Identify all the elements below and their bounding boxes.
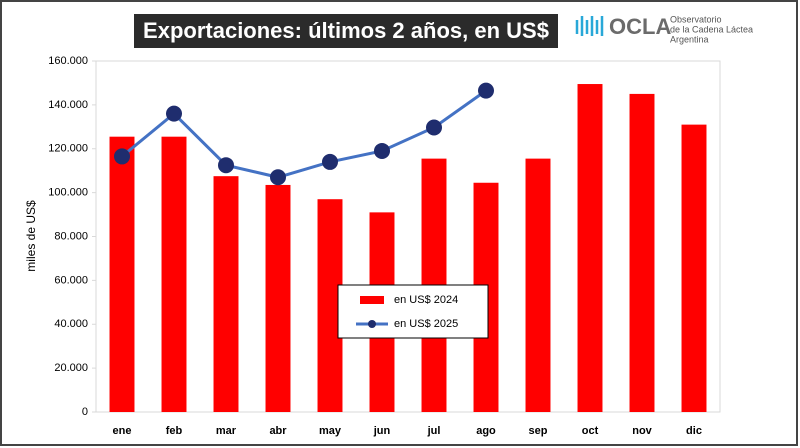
y-tick-label: 40.000 — [54, 318, 88, 330]
legend-swatch — [360, 296, 384, 304]
x-tick-label: feb — [166, 425, 183, 437]
x-tick-label: jun — [373, 425, 391, 437]
bar — [681, 124, 707, 413]
line-marker — [166, 105, 182, 122]
y-tick-label: 140.000 — [48, 99, 88, 111]
x-tick-label: ago — [476, 425, 496, 437]
bar — [629, 93, 655, 412]
x-tick-label: dic — [686, 425, 702, 437]
logo-line: Argentina — [670, 34, 709, 44]
legend-box — [337, 284, 489, 339]
y-tick-label: 120.000 — [48, 143, 88, 155]
line-marker — [270, 169, 286, 186]
bar — [161, 136, 187, 412]
bar — [577, 84, 603, 413]
logo-icon — [575, 16, 604, 36]
bar — [213, 176, 239, 412]
line-marker — [322, 153, 338, 170]
legend-swatch — [368, 320, 376, 328]
logo: OCLA Observatorio de la Cadena Láctea Ar… — [575, 14, 753, 44]
x-tick-label: ene — [113, 425, 132, 437]
x-tick-label: sep — [529, 425, 548, 437]
line-marker — [426, 119, 442, 136]
y-tick-label: 20.000 — [54, 362, 88, 374]
line — [121, 89, 487, 179]
logo-line: de la Cadena Láctea — [670, 24, 753, 34]
line-marker — [478, 82, 494, 99]
line-marker — [114, 148, 130, 165]
bar — [109, 136, 135, 412]
logo-name: OCLA — [609, 14, 671, 39]
legend: en US$ 2024 en US$ 2025 — [337, 284, 489, 339]
legend-label: en US$ 2025 — [394, 318, 458, 330]
x-tick-label: abr — [269, 425, 287, 437]
y-tick-label: 100.000 — [48, 187, 88, 199]
y-axis-label: miles de US$ — [24, 200, 38, 272]
x-tick-label: nov — [632, 425, 652, 437]
x-tick-label: oct — [582, 425, 599, 437]
bar — [265, 184, 291, 412]
y-tick-label: 0 — [82, 406, 88, 418]
line-marker — [374, 142, 390, 159]
y-tick-label: 80.000 — [54, 230, 88, 242]
legend-label: en US$ 2024 — [394, 294, 458, 306]
x-tick-label: mar — [216, 425, 237, 437]
title-box — [134, 14, 558, 48]
bar — [525, 158, 551, 412]
y-tick-label: 60.000 — [54, 274, 88, 286]
chart-title: Exportaciones: últimos 2 años, en US$ — [143, 18, 549, 43]
logo-line: Observatorio — [670, 14, 722, 24]
x-tick-label: jul — [427, 425, 441, 437]
y-tick-label: 160.000 — [48, 55, 88, 67]
x-tick-label: may — [319, 425, 342, 437]
line-marker — [218, 157, 234, 174]
